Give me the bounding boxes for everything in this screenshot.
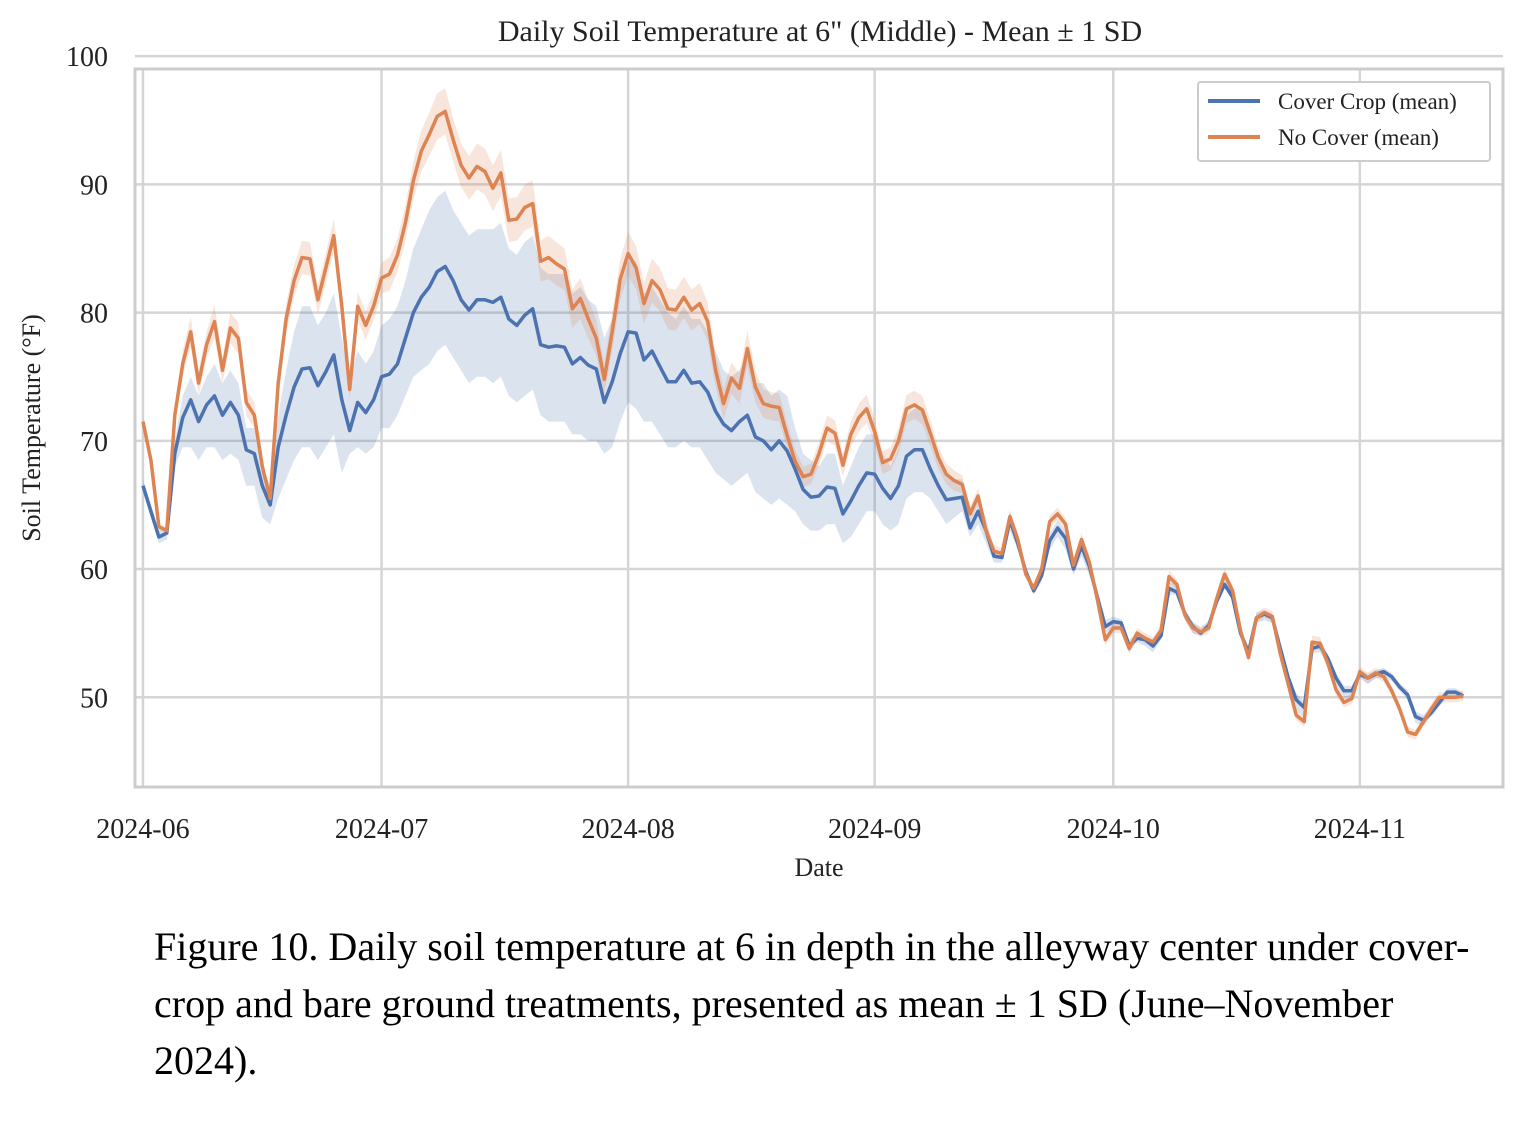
x-axis-ticks: 2024-06 2024-07 2024-08 2024-09 2024-10 2024-… — [96, 814, 1406, 845]
y-tick-label: 100 — [66, 42, 108, 73]
y-tick-label: 70 — [80, 427, 108, 458]
y-tick-label: 80 — [80, 299, 108, 330]
legend-box — [1197, 81, 1491, 162]
y-tick-label: 90 — [80, 170, 108, 201]
y-axis-label: Soil Temperature (°F) — [17, 314, 46, 542]
x-tick-label: 2024-09 — [828, 814, 921, 845]
y-tick-label: 60 — [80, 555, 108, 586]
x-tick-label: 2024-11 — [1314, 814, 1406, 845]
y-axis-ticks: 50 60 70 80 90 100 — [66, 42, 108, 714]
x-tick-label: 2024-08 — [581, 814, 674, 845]
x-tick-label: 2024-06 — [96, 814, 189, 845]
grid — [135, 54, 1503, 787]
x-axis-label: Date — [794, 853, 843, 882]
figure-caption: Figure 10. Daily soil temperature at 6 i… — [154, 924, 1470, 1083]
sd-band-cover-crop — [143, 190, 1464, 726]
chart-title: Daily Soil Temperature at 6" (Middle) - … — [498, 15, 1142, 48]
legend-label-no-cover: No Cover (mean) — [1278, 125, 1439, 150]
legend: Cover Crop (mean) No Cover (mean) — [1197, 81, 1491, 162]
series-lines — [141, 109, 1464, 737]
x-tick-label: 2024-10 — [1067, 814, 1160, 845]
sd-bands — [143, 88, 1464, 740]
x-tick-label: 2024-07 — [335, 814, 428, 845]
y-tick-label: 50 — [80, 683, 108, 714]
chart: Daily Soil Temperature at 6" (Middle) - … — [17, 15, 1505, 882]
plot-frame — [133, 67, 1505, 789]
legend-label-cover-crop: Cover Crop (mean) — [1278, 89, 1457, 114]
series-line-no-cover — [141, 109, 1464, 737]
